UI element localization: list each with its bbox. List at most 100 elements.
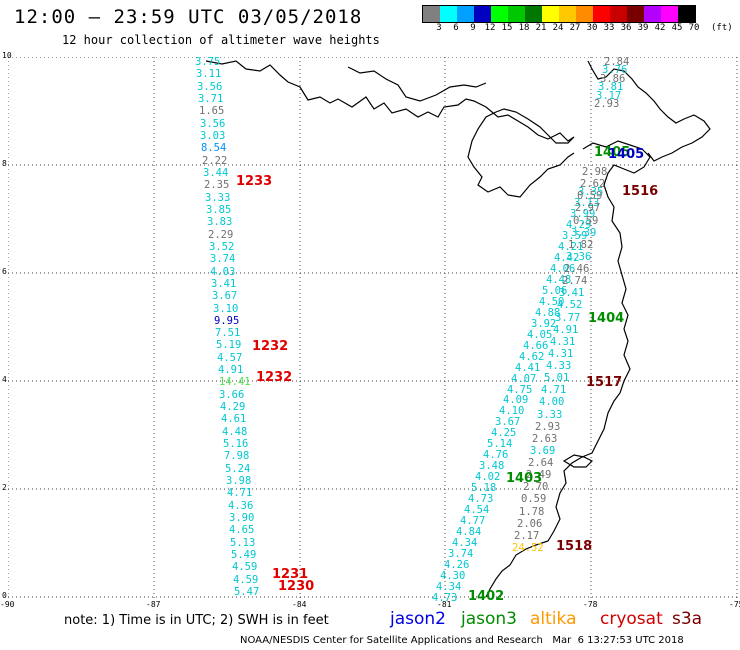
wave-height-value: 3.67 xyxy=(495,416,521,428)
wave-height-value: 5.16 xyxy=(223,438,249,450)
wave-height-value: 3.67 xyxy=(212,290,238,302)
wave-height-value: 4.05 xyxy=(527,329,553,341)
orbit-pass-label: 1232 xyxy=(252,339,289,354)
wave-height-value: 4.34 xyxy=(452,537,478,549)
color-scale-swatch xyxy=(491,6,508,22)
wave-height-value: 4.21 xyxy=(558,241,584,253)
lon-tick-label: -84 xyxy=(292,600,307,609)
orbit-pass-label: 1518 xyxy=(556,539,593,554)
lon-tick-label: -75 xyxy=(729,600,740,609)
orbit-pass-label: 1516 xyxy=(622,184,659,199)
orbit-pass-label: 1231 xyxy=(272,567,309,582)
wave-height-value: 2.49 xyxy=(526,469,552,481)
wave-height-value: 4.10 xyxy=(499,405,525,417)
wave-height-value: 8.54 xyxy=(201,142,227,154)
wave-height-value: 5.14 xyxy=(487,438,513,450)
color-scale-swatch xyxy=(627,6,644,22)
wave-height-value: 2.17 xyxy=(514,530,540,542)
legend-item-altika: altika xyxy=(530,609,577,629)
lon-tick-label: -81 xyxy=(437,600,452,609)
legend-item-s3a: s3a xyxy=(672,609,703,629)
wave-height-value: 4.25 xyxy=(491,427,517,439)
color-scale-swatch xyxy=(661,6,678,22)
wave-height-value: 4.36 xyxy=(228,500,254,512)
wave-height-value: 2.93 xyxy=(594,98,620,110)
wave-height-value: 3.71 xyxy=(198,93,224,105)
wave-height-value: 4.52 xyxy=(557,299,583,311)
wave-height-value: 3.90 xyxy=(229,512,255,524)
orbit-pass-label: 1403 xyxy=(506,471,543,486)
wave-height-value: 4.91 xyxy=(553,324,579,336)
color-scale-unit: (ft) xyxy=(711,23,733,33)
wave-height-value: 4.26 xyxy=(444,559,470,571)
wave-height-value: 3.39 xyxy=(571,227,597,239)
wave-height-value: 3.10 xyxy=(213,303,239,315)
wave-height-value: 4.73 xyxy=(432,592,458,604)
lat-tick-label: 4 xyxy=(2,375,7,384)
wave-height-value: 4.29 xyxy=(566,219,592,231)
orbit-pass-label: 1230 xyxy=(278,579,315,594)
coastline-island xyxy=(562,454,594,468)
wave-height-value: 4.71 xyxy=(541,384,567,396)
legend-item-jason3: jason3 xyxy=(461,609,517,629)
wave-height-value: 5.19 xyxy=(216,339,242,351)
wave-height-value: 2.97 xyxy=(575,202,601,214)
wave-height-value: 4.73 xyxy=(468,493,494,505)
wave-height-value: 0.59 xyxy=(577,190,603,202)
color-scale-swatch xyxy=(474,6,491,22)
color-scale-label: 12 xyxy=(484,23,496,33)
color-scale-swatch xyxy=(525,6,542,22)
wave-height-value: 4.61 xyxy=(221,413,247,425)
wave-height-value: 2.63 xyxy=(532,433,558,445)
wave-height-value: 5.01 xyxy=(544,372,570,384)
credit-footer: NOAA/NESDIS Center for Satellite Applica… xyxy=(240,635,684,646)
color-scale-label: 30 xyxy=(586,23,598,33)
orbit-pass-label: 1232 xyxy=(256,370,293,385)
wave-height-value: 3.41 xyxy=(211,278,237,290)
wave-height-value: 3.59 xyxy=(562,230,588,242)
color-scale-label: 9 xyxy=(470,23,476,33)
color-scale-swatch xyxy=(542,6,559,22)
color-scale-swatch xyxy=(610,6,627,22)
wave-height-value: 2.98 xyxy=(582,166,608,178)
color-scale-label: 45 xyxy=(671,23,683,33)
wave-height-value: 2.35 xyxy=(204,179,230,191)
orbit-pass-label: 1233 xyxy=(236,174,273,189)
wave-height-value: 4.50 xyxy=(539,296,565,308)
wave-height-value: 24.52 xyxy=(512,542,544,554)
color-scale-label: 6 xyxy=(453,23,459,33)
lon-tick-label: -90 xyxy=(0,600,15,609)
footnote: note: 1) Time is in UTC; 2) SWH is in fe… xyxy=(64,613,329,628)
coastline xyxy=(205,60,711,598)
lon-tick-label: -78 xyxy=(583,600,598,609)
orbit-pass-label: 1517 xyxy=(586,375,623,390)
wave-height-value: 5.13 xyxy=(230,537,256,549)
wave-height-value: 3.77 xyxy=(555,312,581,324)
orbit-pass-label: 1404 xyxy=(588,311,625,326)
map-canvas xyxy=(7,56,738,599)
color-scale-label: 36 xyxy=(620,23,632,33)
coastline-northeast xyxy=(587,60,711,162)
wave-height-value: 3.75 xyxy=(195,56,221,68)
wave-height-value: 4.48 xyxy=(222,426,248,438)
wave-height-value: 7.51 xyxy=(215,327,241,339)
wave-height-value: 3.56 xyxy=(200,118,226,130)
wave-height-value: 5.24 xyxy=(225,463,251,475)
wave-height-value: 4.77 xyxy=(460,515,486,527)
wave-height-value: 4.07 xyxy=(511,373,537,385)
color-scale-swatch xyxy=(593,6,610,22)
wave-height-value: 4.59 xyxy=(232,561,258,573)
wave-height-value: 2.93 xyxy=(535,421,561,433)
wave-height-value: 4.29 xyxy=(220,401,246,413)
wave-height-value: 4.71 xyxy=(227,487,253,499)
wave-height-value: 3.11 xyxy=(196,68,222,80)
wave-height-value: 3.52 xyxy=(209,241,235,253)
coastline-north xyxy=(205,60,575,142)
wave-height-value: 7.98 xyxy=(224,450,250,462)
color-scale-swatch xyxy=(440,6,457,22)
wave-height-value: 9.95 xyxy=(214,315,240,327)
color-scale-label: 18 xyxy=(518,23,530,33)
wave-height-value: 4.03 xyxy=(210,266,236,278)
wave-height-value: 3.44 xyxy=(203,167,229,179)
coastline-inner-bay xyxy=(467,108,575,198)
